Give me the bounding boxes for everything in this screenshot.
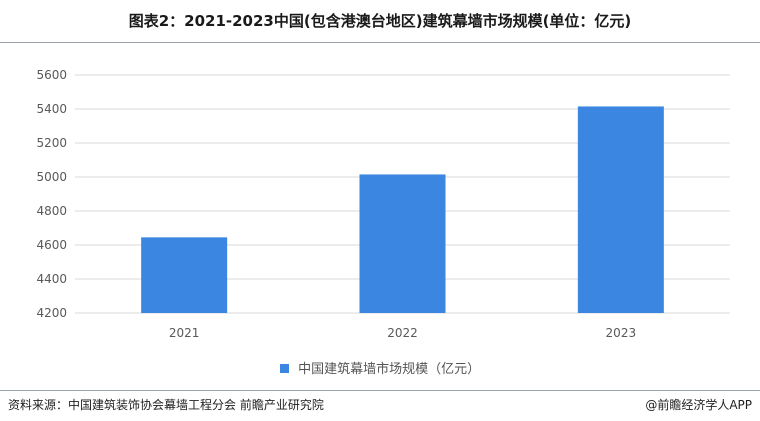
y-tick-label: 4800 bbox=[36, 204, 67, 218]
x-tick-label: 2022 bbox=[387, 326, 418, 340]
y-tick-label: 5400 bbox=[36, 102, 67, 116]
legend: 中国建筑幕墙市场规模（亿元） bbox=[0, 358, 760, 377]
x-tick-label: 2021 bbox=[169, 326, 200, 340]
legend-swatch bbox=[279, 364, 289, 373]
y-tick-label: 4400 bbox=[36, 272, 67, 286]
y-tick-label: 5000 bbox=[36, 170, 67, 184]
y-tick-label: 4600 bbox=[36, 238, 67, 252]
bar-2021 bbox=[141, 237, 228, 313]
source-note: 资料来源：中国建筑装饰协会幕墙工程分会 前瞻产业研究院 bbox=[8, 398, 324, 412]
top-divider bbox=[0, 42, 760, 43]
legend-label: 中国建筑幕墙市场规模（亿元） bbox=[298, 362, 481, 377]
bar-2022 bbox=[359, 174, 446, 313]
y-tick-label: 5200 bbox=[36, 136, 67, 150]
bar-2023 bbox=[577, 106, 664, 313]
bar-chart: 4200 4400 4600 4800 5000 5200 5400 5600 2021 2022… bbox=[36, 68, 730, 340]
y-tick-label: 4200 bbox=[36, 306, 67, 320]
credit-note: @前瞻经济学人APP bbox=[645, 398, 752, 412]
y-tick-label: 5600 bbox=[36, 68, 67, 82]
bottom-divider bbox=[0, 390, 760, 391]
x-tick-label: 2023 bbox=[606, 326, 637, 340]
chart-title: 图表2：2021-2023中国(包含港澳台地区)建筑幕墙市场规模(单位：亿元) bbox=[128, 12, 632, 30]
